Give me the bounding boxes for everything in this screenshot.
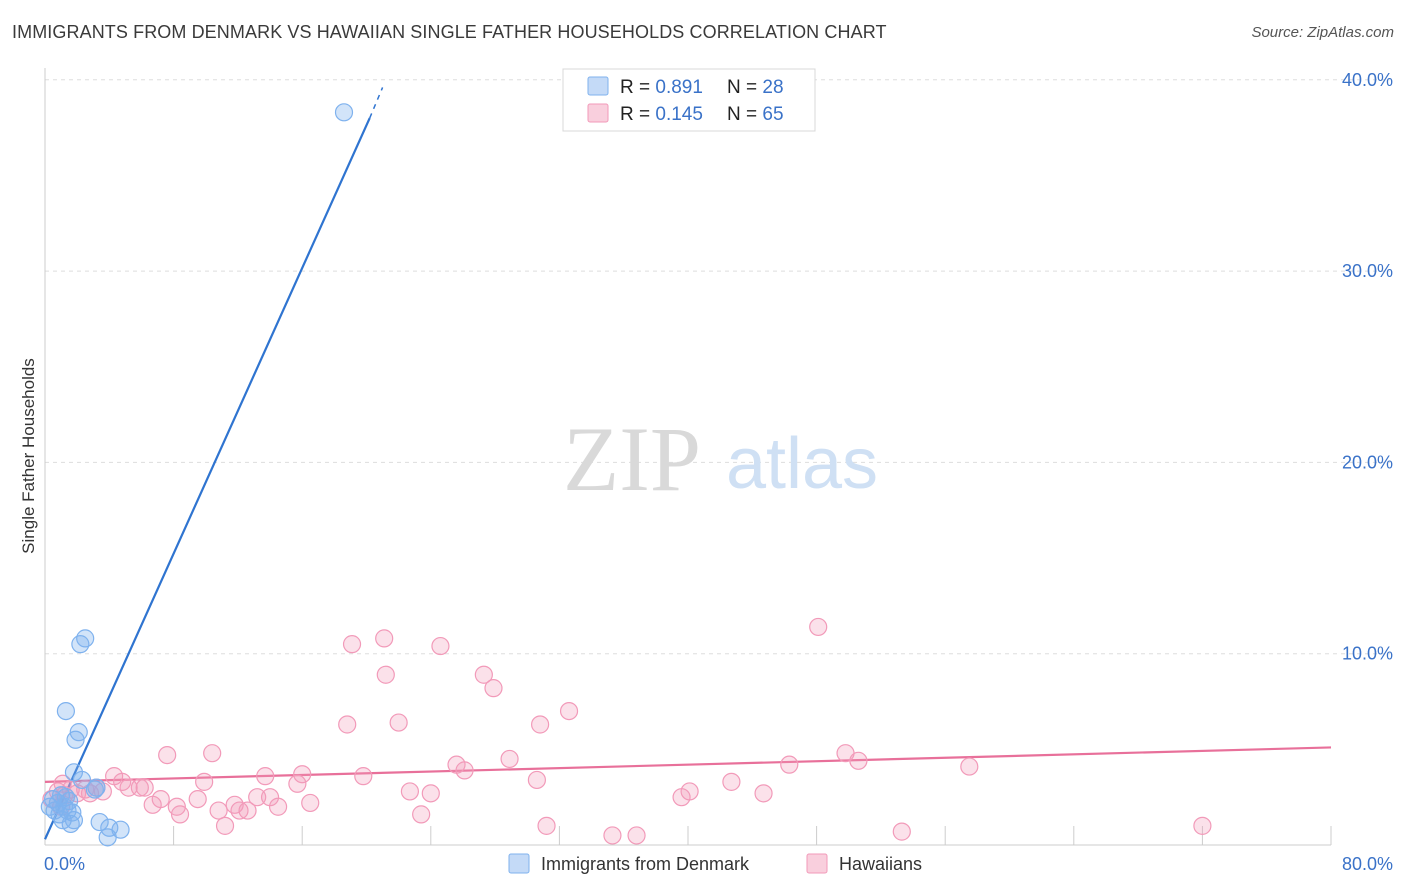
hawaiians-point-21: [188, 789, 207, 809]
hawaiians-point-39: [375, 629, 394, 648]
bottom-legend-swatch-hawaiians: [806, 853, 828, 874]
legend-r-label-2: R =: [620, 104, 655, 125]
hawaiians-point-25: [215, 816, 235, 835]
correlation-legend: R = 0.891 N = 28 R = 0.145 N = 65: [562, 68, 816, 132]
hawaiians-point-18: [158, 745, 177, 765]
hawaiians-point-44: [421, 784, 440, 803]
denmark-point-19: [71, 635, 90, 654]
hawaiians-point-40: [376, 665, 395, 684]
y-tick-label-3: 40.0%: [1342, 70, 1393, 90]
denmark-point-23: [90, 812, 109, 832]
bottom-legend-label-hawaiians: Hawaiians: [839, 854, 922, 874]
hawaiians-point-35: [301, 793, 320, 813]
svg-text:R = 0.891: R = 0.891: [620, 77, 703, 98]
x-tick-label-1: 80.0%: [1342, 854, 1393, 874]
hawaiians-point-53: [537, 816, 556, 835]
hawaiians-point-41: [389, 713, 408, 732]
hawaiians-point-22: [195, 772, 214, 791]
hawaiians-point-36: [338, 715, 357, 734]
bottom-legend-label-denmark: Immigrants from Denmark: [541, 854, 750, 874]
hawaiians-point-29: [248, 788, 267, 807]
hawaiians-point-30: [256, 767, 275, 786]
legend-n-value-2: 65: [762, 104, 783, 125]
denmark-trend-extension: [369, 87, 384, 119]
hawaiians-point-66: [960, 757, 979, 776]
hawaiians-point-15: [135, 778, 154, 797]
denmark-point-26: [111, 820, 130, 839]
gridlines: [45, 79, 1390, 655]
hawaiians-point-34: [293, 765, 312, 784]
denmark-point-12: [63, 803, 82, 822]
svg-text:N = 65: N = 65: [727, 104, 784, 125]
hawaiians-point-67: [1193, 816, 1212, 835]
hawaiians-point-65: [892, 822, 911, 841]
x-tick-label-0: 0.0%: [44, 854, 85, 874]
hawaiians-point-38: [354, 767, 373, 786]
data-points: [40, 103, 1212, 847]
legend-n-label-1: N =: [727, 77, 762, 98]
hawaiians-point-50: [500, 749, 519, 769]
hawaiians-point-47: [455, 761, 474, 780]
y-axis-label: Single Father Households: [19, 358, 38, 554]
legend-r-label-1: R =: [620, 77, 655, 98]
hawaiians-point-48: [474, 665, 493, 684]
hawaiians-point-42: [400, 782, 420, 801]
legend-n-value-1: 28: [762, 77, 783, 98]
source-label: Source: ZipAtlas.com: [1251, 24, 1394, 41]
legend-r-value-1: 0.891: [655, 77, 703, 98]
hawaiians-point-64: [849, 751, 868, 770]
hawaiians-point-55: [603, 826, 622, 845]
denmark-point-20: [76, 629, 95, 648]
bottom-legend-swatch-denmark: [508, 853, 530, 874]
denmark-point-13: [64, 811, 84, 830]
hawaiians-point-62: [809, 617, 828, 637]
denmark-point-22: [87, 778, 106, 797]
legend-r-value-2: 0.145: [655, 104, 703, 125]
hawaiians-point-60: [754, 784, 773, 803]
hawaiians-point-54: [559, 701, 579, 721]
y-tick-label-2: 30.0%: [1342, 261, 1393, 281]
hawaiians-point-43: [412, 805, 431, 824]
hawaiians-point-56: [627, 826, 646, 845]
y-tick-label-0: 10.0%: [1342, 644, 1393, 664]
hawaiians-point-33: [288, 774, 307, 793]
hawaiians-point-59: [722, 772, 741, 791]
tick-labels: 10.0% 20.0% 30.0% 40.0% 0.0% 80.0%: [44, 70, 1393, 874]
svg-text:R = 0.145: R = 0.145: [620, 104, 703, 125]
svg-text:N = 28: N = 28: [727, 77, 784, 98]
axes: [44, 68, 1332, 846]
hawaiians-point-49: [484, 679, 503, 698]
hawaiians-point-61: [780, 755, 799, 774]
watermark: ZIP atlas: [563, 408, 878, 510]
hawaiians-point-28: [238, 801, 257, 820]
hawaiians-point-45: [431, 636, 450, 656]
legend-swatch-pink: [587, 103, 609, 123]
trend-lines: [43, 87, 1332, 840]
hawaiians-point-17: [151, 789, 170, 809]
denmark-point-18: [72, 770, 92, 790]
denmark-trend-line: [43, 117, 371, 840]
y-tick-label-1: 20.0%: [1342, 452, 1393, 472]
legend-n-label-2: N =: [727, 104, 762, 125]
hawaiians-point-32: [268, 797, 288, 816]
watermark-zip: ZIP: [563, 408, 701, 510]
series-legend: Immigrants from Denmark Hawaiians: [508, 853, 922, 874]
hawaiians-trend-line: [44, 746, 1332, 783]
hawaiians-point-14: [130, 778, 149, 797]
hawaiians-point-23: [203, 744, 222, 763]
denmark-point-14: [56, 701, 75, 721]
denmark-point-16: [69, 723, 88, 742]
hawaiians-point-58: [680, 782, 699, 801]
hawaiians-point-20: [170, 805, 190, 824]
hawaiians-point-24: [209, 801, 228, 820]
denmark-point-27: [334, 103, 354, 122]
hawaiians-point-52: [531, 715, 550, 734]
chart-title: IMMIGRANTS FROM DENMARK VS HAWAIIAN SING…: [12, 22, 887, 42]
hawaiians-point-37: [342, 635, 362, 654]
watermark-atlas: atlas: [726, 424, 878, 504]
denmark-point-10: [60, 791, 79, 811]
hawaiians-point-51: [527, 770, 546, 790]
legend-swatch-blue: [587, 76, 609, 96]
